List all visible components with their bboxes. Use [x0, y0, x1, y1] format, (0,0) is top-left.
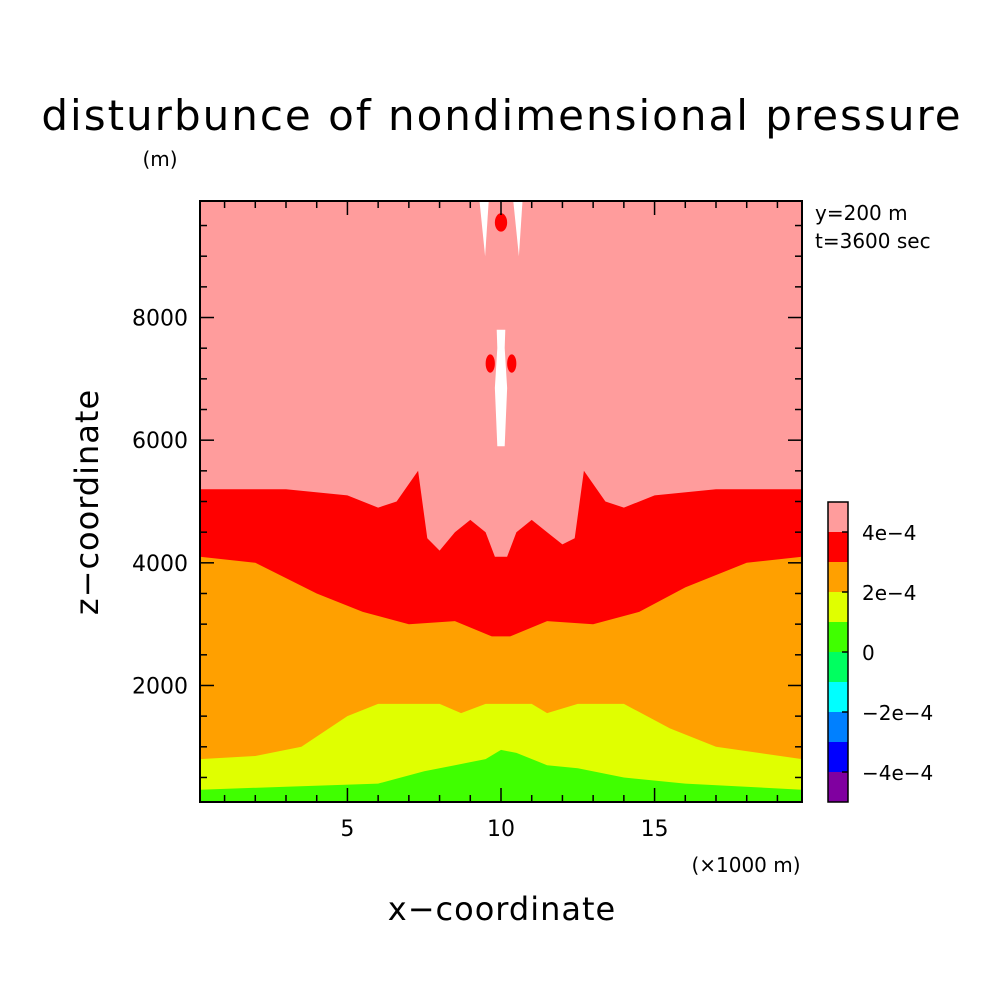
colorbar-swatch: [828, 772, 848, 802]
colorbar-label: 2e−4: [862, 581, 917, 605]
contour-feature-5: [513, 201, 523, 257]
y-axis-label: z−coordinate: [68, 389, 106, 615]
colorbar-label: 4e−4: [862, 521, 917, 545]
y-unit-label: (m): [142, 147, 177, 171]
plot-area: [200, 201, 802, 802]
annotation-t: t=3600 sec: [815, 229, 931, 253]
colorbar-label: −2e−4: [862, 701, 933, 725]
colorbar-swatch: [828, 712, 848, 742]
x-unit-label: (×1000 m): [691, 853, 800, 877]
x-axis-label: x−coordinate: [388, 890, 616, 928]
axis-ticks: 5 10 15 2000 4000 6000 8000: [132, 201, 802, 842]
colorbar-swatch: [828, 682, 848, 712]
colorbar-label: −4e−4: [862, 761, 933, 785]
contour-band-1: [200, 749, 802, 802]
y-tick-label: 8000: [132, 307, 188, 332]
contour-feature-6: [494, 213, 508, 232]
y-tick-label: 6000: [132, 429, 188, 454]
colorbar-swatch: [828, 562, 848, 592]
x-tick-label: 10: [487, 817, 515, 842]
y-tick-label: 2000: [132, 674, 188, 699]
colorbar-swatch: [828, 622, 848, 652]
contour-feature-3: [507, 354, 517, 373]
colorbar-swatch: [828, 532, 848, 562]
colorbar: −4e−4 −2e−4 0 2e−4 4e−4: [827, 501, 933, 803]
chart-title: disturbunce of nondimensional pressure: [41, 91, 962, 140]
x-tick-label: 15: [641, 817, 669, 842]
colorbar-swatch: [828, 592, 848, 622]
colorbar-swatch: [828, 652, 848, 682]
colorbar-label: 0: [862, 641, 875, 665]
x-tick-label: 5: [340, 817, 354, 842]
y-tick-label: 4000: [132, 552, 188, 577]
colorbar-swatch: [828, 502, 848, 532]
contour-feature-4: [479, 201, 489, 257]
contour-feature-2: [485, 354, 495, 373]
contour-feature-1: [494, 329, 508, 447]
annotation-y: y=200 m: [815, 201, 908, 225]
colorbar-swatch: [828, 742, 848, 772]
